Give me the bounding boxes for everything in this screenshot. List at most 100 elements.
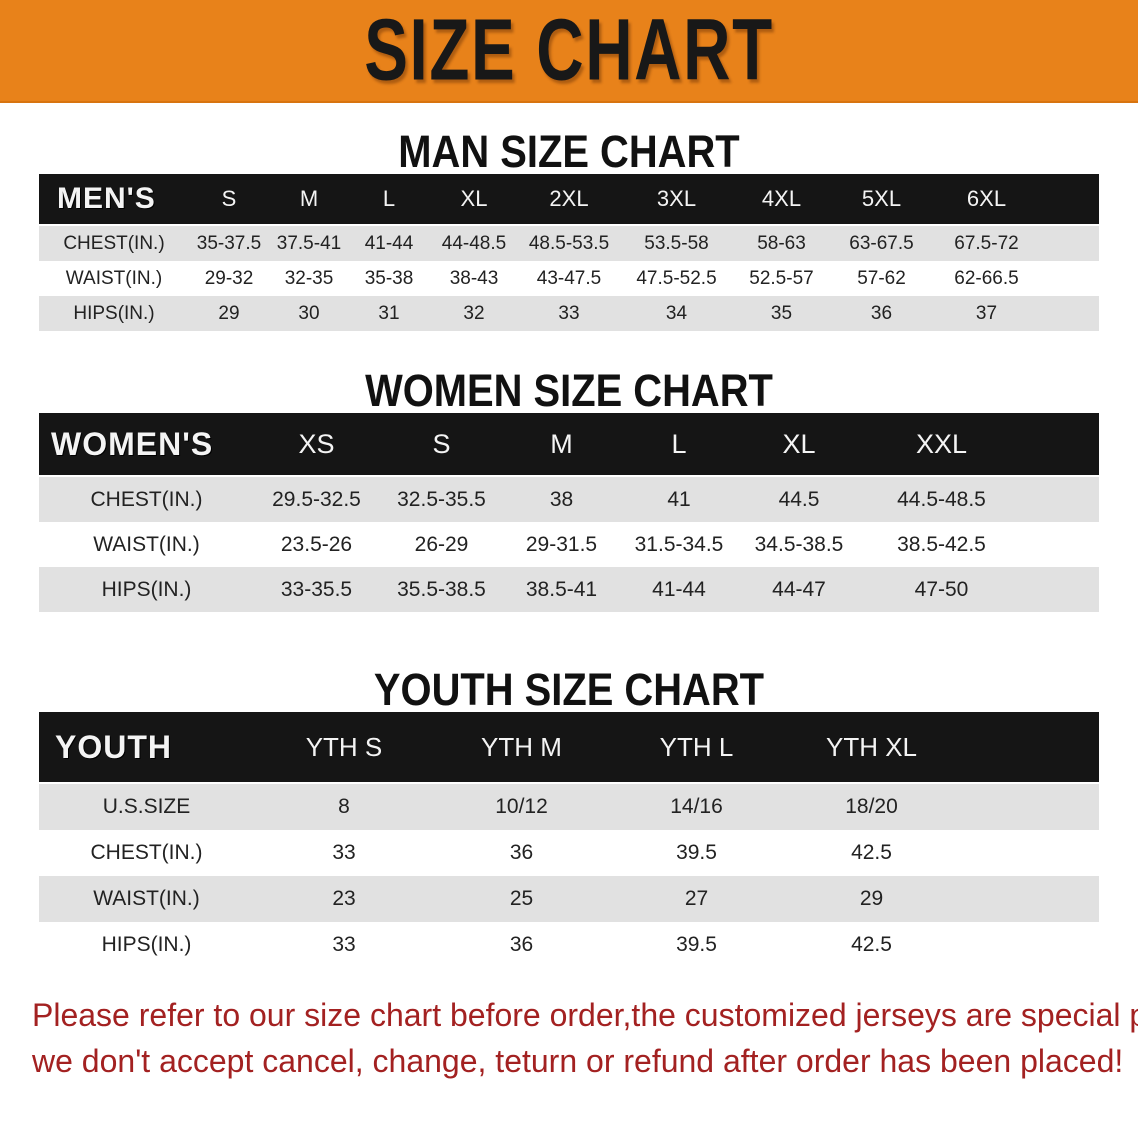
size-cell: 67.5-72 <box>934 225 1039 261</box>
size-cell: 42.5 <box>784 830 959 876</box>
size-cell: 42.5 <box>784 922 959 968</box>
men-hips-row: HIPS(IN.) 29 30 31 32 33 34 35 36 37 <box>39 296 1099 331</box>
size-cell: 41 <box>619 476 739 522</box>
size-cell: 48.5-53.5 <box>519 225 619 261</box>
row-label: WAIST(IN.) <box>39 876 254 922</box>
size-chart-banner: SIZE CHART <box>0 0 1138 103</box>
row-label: CHEST(IN.) <box>39 476 254 522</box>
size-cell: 33 <box>254 830 434 876</box>
youth-hips-row: HIPS(IN.) 33 36 39.5 42.5 <box>39 922 1099 968</box>
size-cell: 41-44 <box>349 225 429 261</box>
banner-title: SIZE CHART <box>364 1 774 99</box>
youth-size-table: YOUTH YTH S YTH M YTH L YTH XL U.S.SIZE … <box>39 712 1099 968</box>
men-chest-row: CHEST(IN.) 35-37.5 37.5-41 41-44 44-48.5… <box>39 225 1099 261</box>
women-corner-label: WOMEN'S <box>39 413 254 477</box>
size-cell: 58-63 <box>734 225 829 261</box>
spacer-cell <box>1024 522 1099 567</box>
size-header-cell: M <box>504 413 619 477</box>
size-cell: 39.5 <box>609 922 784 968</box>
spacer-cell <box>1039 225 1099 261</box>
size-cell: 38.5-41 <box>504 567 619 612</box>
youth-header-row: YOUTH YTH S YTH M YTH L YTH XL <box>39 712 1099 784</box>
size-cell: 34 <box>619 296 734 331</box>
size-cell: 8 <box>254 783 434 830</box>
disclaimer-text: Please refer to our size chart before or… <box>32 992 1138 1084</box>
size-cell: 25 <box>434 876 609 922</box>
men-corner-label: MEN'S <box>39 174 189 226</box>
size-cell: 44.5 <box>739 476 859 522</box>
size-cell: 35 <box>734 296 829 331</box>
size-header-cell: 3XL <box>619 174 734 226</box>
size-header-cell: YTH S <box>254 712 434 784</box>
size-cell: 44.5-48.5 <box>859 476 1024 522</box>
size-header-cell: XXL <box>859 413 1024 477</box>
size-cell: 32-35 <box>269 261 349 296</box>
size-cell: 23.5-26 <box>254 522 379 567</box>
size-cell: 35-38 <box>349 261 429 296</box>
size-cell: 57-62 <box>829 261 934 296</box>
row-label: U.S.SIZE <box>39 783 254 830</box>
row-label: WAIST(IN.) <box>39 522 254 567</box>
size-cell: 47.5-52.5 <box>619 261 734 296</box>
size-cell: 35.5-38.5 <box>379 567 504 612</box>
size-cell: 41-44 <box>619 567 739 612</box>
size-header-cell: S <box>379 413 504 477</box>
spacer-cell <box>959 876 1099 922</box>
size-cell: 26-29 <box>379 522 504 567</box>
size-header-cell: YTH L <box>609 712 784 784</box>
row-label: HIPS(IN.) <box>39 296 189 331</box>
size-header-cell: XL <box>429 174 519 226</box>
youth-ussize-row: U.S.SIZE 8 10/12 14/16 18/20 <box>39 783 1099 830</box>
spacer-cell <box>959 712 1099 784</box>
size-cell: 27 <box>609 876 784 922</box>
size-cell: 39.5 <box>609 830 784 876</box>
men-waist-row: WAIST(IN.) 29-32 32-35 35-38 38-43 43-47… <box>39 261 1099 296</box>
size-cell: 36 <box>829 296 934 331</box>
size-cell: 36 <box>434 922 609 968</box>
size-cell: 37.5-41 <box>269 225 349 261</box>
size-cell: 33-35.5 <box>254 567 379 612</box>
youth-section-heading: YOUTH SIZE CHART <box>373 664 765 715</box>
size-cell: 38-43 <box>429 261 519 296</box>
size-cell: 44-47 <box>739 567 859 612</box>
women-waist-row: WAIST(IN.) 23.5-26 26-29 29-31.5 31.5-34… <box>39 522 1099 567</box>
size-cell: 37 <box>934 296 1039 331</box>
size-header-cell: XL <box>739 413 859 477</box>
size-cell: 29.5-32.5 <box>254 476 379 522</box>
size-cell: 23 <box>254 876 434 922</box>
spacer-cell <box>1024 476 1099 522</box>
row-label: CHEST(IN.) <box>39 225 189 261</box>
size-cell: 52.5-57 <box>734 261 829 296</box>
size-header-cell: 2XL <box>519 174 619 226</box>
size-cell: 35-37.5 <box>189 225 269 261</box>
men-size-table: MEN'S S M L XL 2XL 3XL 4XL 5XL 6XL CHEST… <box>39 174 1099 331</box>
size-header-cell: L <box>349 174 429 226</box>
size-cell: 31.5-34.5 <box>619 522 739 567</box>
size-cell: 31 <box>349 296 429 331</box>
size-cell: 53.5-58 <box>619 225 734 261</box>
size-cell: 32.5-35.5 <box>379 476 504 522</box>
women-chest-row: CHEST(IN.) 29.5-32.5 32.5-35.5 38 41 44.… <box>39 476 1099 522</box>
size-header-cell: YTH M <box>434 712 609 784</box>
size-header-cell: L <box>619 413 739 477</box>
size-cell: 30 <box>269 296 349 331</box>
men-header-row: MEN'S S M L XL 2XL 3XL 4XL 5XL 6XL <box>39 174 1099 226</box>
size-cell: 10/12 <box>434 783 609 830</box>
size-cell: 29-32 <box>189 261 269 296</box>
size-cell: 38 <box>504 476 619 522</box>
row-label: CHEST(IN.) <box>39 830 254 876</box>
size-cell: 44-48.5 <box>429 225 519 261</box>
size-cell: 38.5-42.5 <box>859 522 1024 567</box>
row-label: HIPS(IN.) <box>39 567 254 612</box>
spacer-cell <box>1024 567 1099 612</box>
spacer-cell <box>959 783 1099 830</box>
size-cell: 29 <box>784 876 959 922</box>
size-cell: 18/20 <box>784 783 959 830</box>
row-label: WAIST(IN.) <box>39 261 189 296</box>
size-header-cell: 5XL <box>829 174 934 226</box>
disclaimer-line-1: Please refer to our size chart before or… <box>32 997 1138 1033</box>
youth-waist-row: WAIST(IN.) 23 25 27 29 <box>39 876 1099 922</box>
size-cell: 29 <box>189 296 269 331</box>
row-label: HIPS(IN.) <box>39 922 254 968</box>
size-cell: 62-66.5 <box>934 261 1039 296</box>
